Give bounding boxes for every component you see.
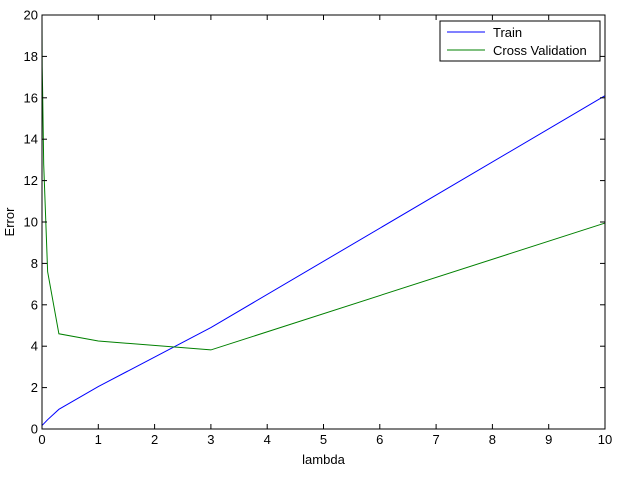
x-axis-title: lambda: [302, 452, 345, 467]
y-tick-label: 6: [31, 297, 38, 312]
plot-area: [42, 15, 605, 429]
legend-box: [439, 20, 601, 62]
y-tick-label: 8: [31, 256, 38, 271]
x-tick-label: 1: [95, 432, 102, 447]
y-tick-label: 12: [24, 173, 38, 188]
x-tick-label: 9: [545, 432, 552, 447]
y-tick-label: 18: [24, 49, 38, 64]
legend-label-train: Train: [493, 25, 522, 40]
x-tick-label: 4: [264, 432, 271, 447]
x-tick-label: 8: [489, 432, 496, 447]
legend-label-cross-validation: Cross Validation: [493, 43, 587, 58]
y-tick-label: 16: [24, 90, 38, 105]
y-tick-label: 2: [31, 380, 38, 395]
legend: Train Cross Validation: [439, 20, 601, 62]
x-tick-label: 2: [151, 432, 158, 447]
axes-box: [41, 14, 606, 430]
y-tick-label: 0: [31, 422, 38, 437]
y-tick-label: 20: [24, 8, 38, 23]
x-tick-label: 10: [598, 432, 612, 447]
y-axis-title: Error: [2, 207, 17, 237]
y-tick-label: 14: [24, 132, 38, 147]
x-tick-label: 6: [376, 432, 383, 447]
x-tick-label: 7: [432, 432, 439, 447]
x-tick-label: 0: [38, 432, 45, 447]
y-tick-label: 10: [24, 215, 38, 230]
x-tick-label: 5: [320, 432, 327, 447]
y-tick-label: 4: [31, 339, 38, 354]
x-tick-label: 3: [207, 432, 214, 447]
